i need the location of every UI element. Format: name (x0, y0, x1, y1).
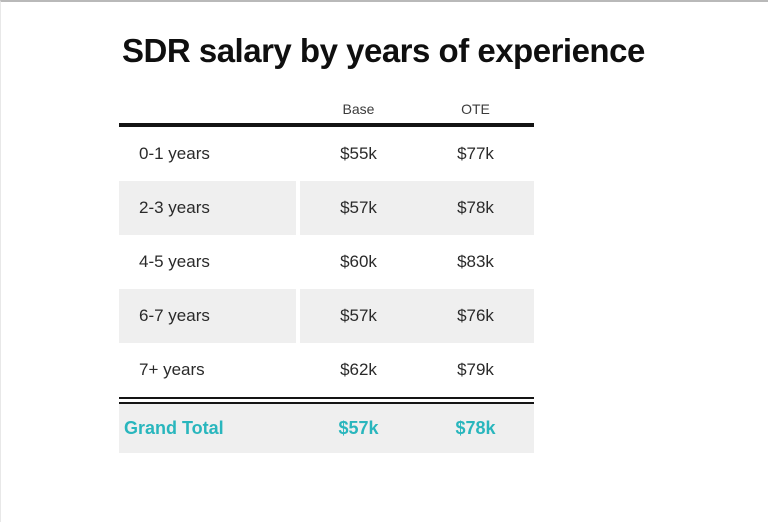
table-header-row: Base OTE (119, 90, 534, 127)
row-ote-value: $76k (457, 306, 494, 325)
row-base-value: $62k (340, 360, 377, 379)
row-values: $55k $77k (300, 127, 534, 181)
row-ote-value: $78k (457, 198, 494, 217)
table-row: 0-1 years $55k $77k (119, 127, 534, 181)
row-label: 6-7 years (119, 289, 296, 343)
row-base-value: $57k (340, 198, 377, 217)
grand-total-label: Grand Total (124, 418, 224, 438)
table-row: 4-5 years $60k $83k (119, 235, 534, 289)
row-ote-value: $83k (457, 252, 494, 271)
cell-gap (296, 127, 300, 181)
grand-total-ote-value: $78k (455, 418, 496, 438)
row-values: $60k $83k (300, 235, 534, 289)
row-label: 2-3 years (119, 181, 296, 235)
row-values: $57k $78k (300, 181, 534, 235)
cell-gap (296, 343, 300, 397)
cell-gap (296, 235, 300, 289)
table-row: 2-3 years $57k $78k (119, 181, 534, 235)
grand-total-row: Grand Total $57k $78k (119, 404, 534, 453)
total-divider-double-rule (119, 397, 534, 404)
row-base-value: $57k (340, 306, 377, 325)
table-row: 6-7 years $57k $76k (119, 289, 534, 343)
salary-table: Base OTE 0-1 years $55k $77k 2-3 years $… (119, 90, 534, 453)
row-base-value: $55k (340, 144, 377, 163)
table-row: 7+ years $62k $79k (119, 343, 534, 397)
page-title: SDR salary by years of experience (122, 32, 645, 69)
row-label: 0-1 years (119, 127, 296, 181)
row-base-value: $60k (340, 252, 377, 271)
row-label: 4-5 years (119, 235, 296, 289)
grand-total-base-value: $57k (338, 418, 379, 438)
row-ote-value: $79k (457, 360, 494, 379)
row-ote-value: $77k (457, 144, 494, 163)
column-header-base: Base (342, 101, 375, 117)
column-header-ote: OTE (461, 101, 490, 117)
cell-gap (296, 181, 300, 235)
row-values: $57k $76k (300, 289, 534, 343)
row-label: 7+ years (119, 343, 296, 397)
cell-gap (296, 289, 300, 343)
row-values: $62k $79k (300, 343, 534, 397)
table-rows: 0-1 years $55k $77k 2-3 years $57k $78k … (119, 127, 534, 397)
